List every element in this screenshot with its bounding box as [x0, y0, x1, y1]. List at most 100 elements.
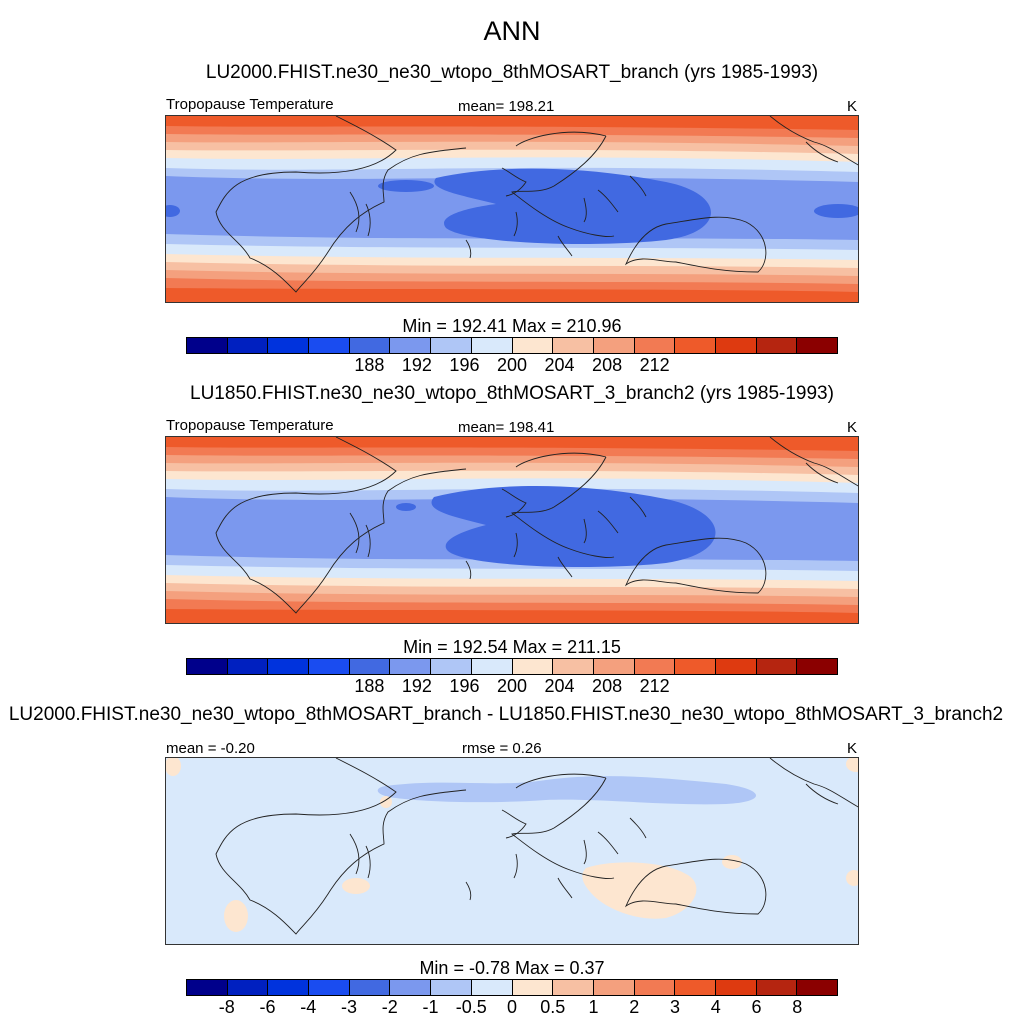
- panel3-colorbar-swatch: [390, 980, 432, 995]
- panel3-colorbar-swatch: [715, 980, 757, 995]
- panel3-colorbar-swatch: [512, 980, 554, 995]
- panel3-colorbar-tick-label: -6: [259, 997, 276, 1017]
- panel2-minmax: Min = 192.54 Max = 211.15: [403, 637, 621, 657]
- panel3-colorbar-swatch: [675, 980, 716, 995]
- panel3-mean-label: mean = -0.20: [166, 740, 255, 757]
- panel2-colorbar-swatch: [715, 659, 757, 674]
- contour-region: [846, 758, 858, 772]
- panel3-map-field: [166, 758, 858, 944]
- panel1-units-label: K: [847, 98, 858, 115]
- panel2-map: [165, 436, 859, 624]
- panel1-minmax: Min = 192.41 Max = 210.96: [402, 316, 622, 336]
- panel3-colorbar-swatch: [756, 980, 798, 995]
- panel2-units-label: K: [847, 419, 858, 436]
- panel3-colorbar-tick-label: 1: [588, 997, 599, 1017]
- panel3-colorbar-tick-label: -0.5: [455, 997, 487, 1017]
- panel2-colorbar-swatch: [268, 659, 310, 674]
- panel3-rmse-label: rmse = 0.26: [462, 740, 542, 757]
- contour-region: [434, 168, 711, 244]
- panel3-colorbar-swatch: [349, 980, 391, 995]
- panel1-colorbar-swatch: [634, 338, 676, 353]
- panel1-colorbar-swatch: [431, 338, 472, 353]
- panel3-colorbar-tick-label: -8: [218, 997, 235, 1017]
- panel1-colorbar-swatch: [797, 338, 837, 353]
- contour-region: [431, 485, 716, 567]
- panel2-colorbar-swatch: [593, 659, 635, 674]
- panel2-colorbar-swatch: [553, 659, 594, 674]
- panel2-colorbar-swatch: [512, 659, 554, 674]
- panel3-colorbar-tick-label: 0.5: [540, 997, 566, 1017]
- panel1-colorbar-tick-label: 204: [544, 355, 575, 375]
- panel2-colorbar-swatch: [390, 659, 432, 674]
- panel2-colorbar-swatch: [349, 659, 391, 674]
- panel3-colorbar-tick-label: 6: [751, 997, 762, 1017]
- panel2-variable-label: Tropopause Temperature: [166, 417, 334, 434]
- panel3-minmax: Min = -0.78 Max = 0.37: [419, 958, 605, 978]
- panel1-map: [165, 115, 859, 303]
- contour-region: [722, 855, 742, 869]
- contour-region: [377, 776, 756, 805]
- panel2-colorbar-swatch: [675, 659, 716, 674]
- panel3-colorbar: [186, 979, 838, 996]
- panel3-colorbar-tick-label: -1: [422, 997, 439, 1017]
- panel2-colorbar-swatch: [634, 659, 676, 674]
- panel1-mean-label: mean= 198.21: [458, 98, 555, 115]
- panel3-colorbar-swatch: [227, 980, 269, 995]
- panel1-colorbar-tick-label: 208: [592, 355, 623, 375]
- contour-region: [166, 758, 181, 776]
- panel3-colorbar-tick-label: -4: [300, 997, 317, 1017]
- panel2-colorbar-ticks: 188 192 196 200 204 208 212: [0, 676, 1024, 698]
- contour-region: [582, 862, 697, 919]
- contour-region: [380, 796, 392, 808]
- panel1-colorbar-ticks: 188 192 196 200 204 208 212: [0, 355, 1024, 377]
- panel1-colorbar-swatch: [349, 338, 391, 353]
- contour-region: [166, 205, 180, 217]
- panel1-colorbar-tick-label: 212: [639, 355, 670, 375]
- panel3-case-title: LU2000.FHIST.ne30_ne30_wtopo_8thMOSART_b…: [8, 704, 1004, 725]
- contour-region: [386, 786, 446, 798]
- contour-region: [378, 180, 434, 192]
- panel2-colorbar: [186, 658, 838, 675]
- panel1-colorbar-tick-label: 196: [449, 355, 480, 375]
- panel3-units-label: K: [847, 740, 858, 757]
- panel3-colorbar-swatch: [187, 980, 228, 995]
- panel2-colorbar-tick-label: 208: [592, 676, 623, 696]
- panel1-colorbar-swatch: [268, 338, 310, 353]
- panel3-colorbar-tick-label: 3: [669, 997, 681, 1017]
- panel1-colorbar: [186, 337, 838, 354]
- panel1-colorbar-swatch: [390, 338, 432, 353]
- panel2-colorbar-swatch: [187, 659, 228, 674]
- contour-region: [224, 900, 248, 932]
- panel2-colorbar-swatch: [471, 659, 513, 674]
- panel3-colorbar-tick-label: 2: [629, 997, 640, 1017]
- panel2-colorbar-swatch: [227, 659, 269, 674]
- panel2-colorbar-tick-label: 204: [544, 676, 575, 696]
- panel1-colorbar-swatch: [512, 338, 554, 353]
- contour-region: [342, 878, 370, 894]
- panel3-colorbar-tick-label: 8: [792, 997, 803, 1017]
- panel2-colorbar-swatch: [756, 659, 798, 674]
- panel2-colorbar-swatch: [431, 659, 472, 674]
- panel3-colorbar-swatch: [593, 980, 635, 995]
- panel1-variable-label: Tropopause Temperature: [166, 96, 334, 113]
- panel1-colorbar-tick-label: 200: [496, 355, 528, 375]
- panel2-colorbar-tick-label: 212: [639, 676, 670, 696]
- panel3-colorbar-swatch: [471, 980, 513, 995]
- panel3-colorbar-tick-label: 0: [506, 997, 518, 1017]
- panel1-map-field: [166, 116, 858, 302]
- panel3-colorbar-swatch: [268, 980, 310, 995]
- panel2-colorbar-swatch: [797, 659, 837, 674]
- contour-region: [846, 870, 858, 886]
- panel1-colorbar-swatch: [553, 338, 594, 353]
- panel1-colorbar-swatch: [309, 338, 350, 353]
- panel3-colorbar-tick-label: 4: [710, 997, 721, 1017]
- panel2-colorbar-tick-label: 196: [449, 676, 480, 696]
- panel2-colorbar-tick-label: 192: [401, 676, 432, 696]
- panel3-colorbar-ticks: -8 -6 -4 -3 -2 -1 -0.5 0 0.5 1 2 3 4 6 8: [0, 997, 1024, 1021]
- panel1-colorbar-swatch: [675, 338, 716, 353]
- panel2-mean-label: mean= 198.41: [458, 419, 555, 436]
- contour-region: [396, 503, 416, 511]
- panel1-colorbar-swatch: [187, 338, 228, 353]
- panel3-colorbar-tick-label: -3: [340, 997, 358, 1017]
- contour-region: [814, 204, 858, 218]
